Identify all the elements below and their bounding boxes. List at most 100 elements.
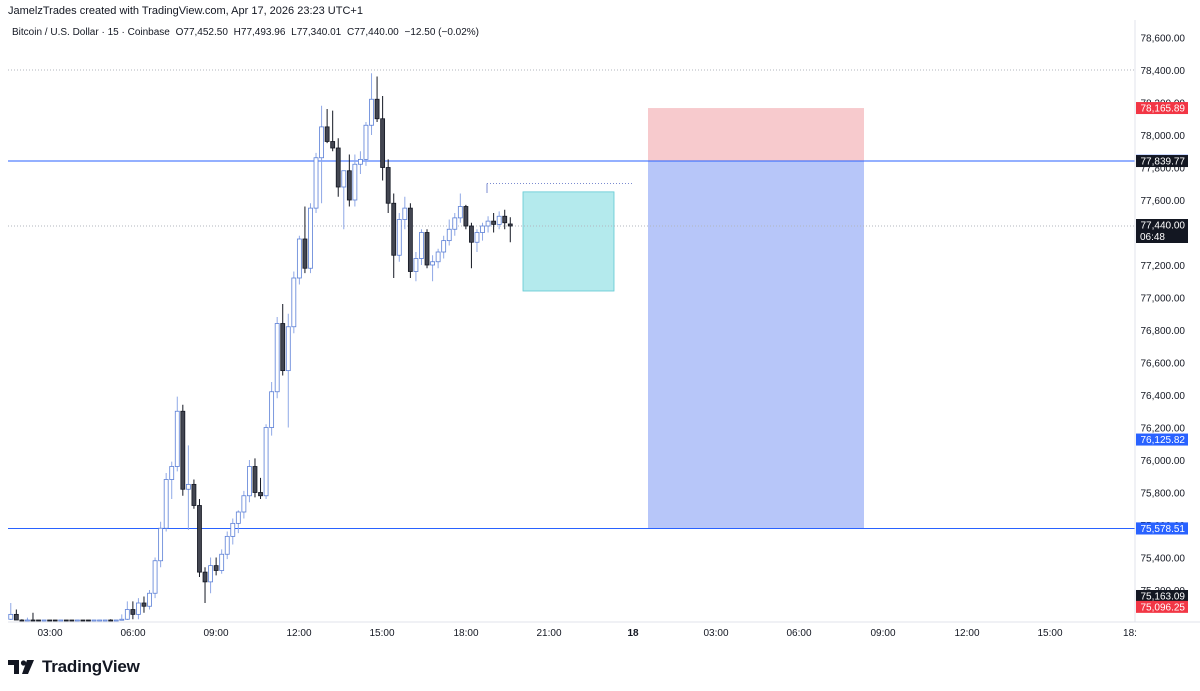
candle-body (302, 238, 308, 269)
price-label-bg (1136, 155, 1188, 168)
candle-body (396, 219, 402, 256)
price-label: 75,163.09 (1136, 589, 1188, 602)
candle-body (180, 410, 186, 490)
candle-body (25, 619, 30, 622)
candle-body (374, 98, 380, 120)
candle (19, 619, 25, 622)
x-tick-label: 06:00 (786, 628, 811, 639)
candle (136, 598, 141, 620)
price-label-text: 78,165.89 (1141, 104, 1186, 115)
candle (491, 213, 497, 233)
ohlc-low: L77,340.01 (291, 27, 342, 38)
x-tick-label: 15:00 (369, 628, 394, 639)
candle-body (463, 206, 469, 227)
candle-body (63, 619, 69, 622)
candle-body (446, 228, 452, 242)
candle (197, 499, 202, 577)
candle (241, 490, 247, 519)
candle (446, 219, 452, 246)
candle-body (113, 619, 119, 622)
candle (230, 518, 236, 545)
candle (13, 609, 19, 621)
candle-body (213, 565, 219, 571)
candle-body (269, 391, 275, 428)
candle-body (263, 427, 269, 497)
candle (391, 193, 397, 278)
candle-body (58, 619, 64, 622)
candle (296, 235, 302, 285)
candle (124, 601, 130, 620)
candle (219, 549, 225, 574)
candle-body (363, 124, 369, 160)
candle (302, 206, 308, 274)
candle (435, 248, 441, 269)
candle-body (319, 126, 324, 159)
price-label-bg (1136, 433, 1188, 446)
candle (191, 479, 197, 509)
candle-body (296, 238, 302, 279)
candle (224, 531, 230, 560)
candle (47, 619, 53, 622)
candle (363, 122, 369, 166)
consolidation-box (522, 191, 615, 292)
x-tick-label: 15:00 (1037, 628, 1062, 639)
symbol-name[interactable]: Bitcoin / U.S. Dollar · 15 · Coinbase (12, 27, 170, 38)
x-tick-label: 18 (627, 628, 639, 639)
candle-body (208, 565, 213, 583)
y-tick-label: 77,800.00 (1141, 164, 1186, 175)
horizontal-lines (8, 69, 1135, 529)
candle (74, 619, 80, 622)
candle-body (247, 466, 252, 497)
candles (8, 73, 513, 622)
price-label-bg (1136, 102, 1188, 115)
price-label-text: 75,163.09 (1141, 591, 1186, 602)
candle-body (91, 619, 97, 622)
candle (341, 170, 347, 230)
candle-body (391, 202, 397, 256)
candle-body (52, 619, 58, 622)
candle-body (485, 220, 491, 227)
candle-body (457, 206, 463, 219)
candle (269, 382, 275, 436)
price-label: 77,839.77 (1136, 155, 1188, 168)
price-label-bg (1136, 600, 1188, 613)
candle (441, 235, 447, 259)
candle (169, 461, 175, 499)
x-tick-label: 18: (1123, 628, 1137, 639)
candle-body (69, 619, 75, 622)
candle-body (474, 232, 480, 243)
candle-body (86, 619, 91, 622)
candle (52, 619, 58, 622)
y-tick-label: 77,200.00 (1141, 261, 1186, 272)
candle (235, 510, 241, 534)
candle (424, 229, 430, 269)
candle-body (324, 126, 330, 142)
candle-body (97, 619, 102, 622)
candle-body (424, 232, 430, 266)
candle-body (102, 619, 108, 622)
x-tick-label: 12:00 (286, 628, 311, 639)
y-tick-label: 78,400.00 (1141, 66, 1186, 77)
candle (396, 213, 402, 262)
stop-loss-zone (648, 108, 864, 161)
candle (69, 619, 75, 622)
candle (185, 445, 191, 530)
brand-logo[interactable]: TradingView (8, 657, 140, 677)
position-zones (522, 108, 864, 529)
candle (480, 222, 485, 241)
candle (324, 109, 330, 144)
y-tick-label: 76,200.00 (1141, 424, 1186, 435)
candle (413, 252, 419, 282)
price-label-text: 77,839.77 (1141, 157, 1186, 168)
x-tick-label: 09:00 (870, 628, 895, 639)
price-label-text: 76,125.82 (1141, 435, 1186, 446)
candle (485, 216, 491, 233)
candle (313, 152, 319, 213)
candle (258, 477, 263, 499)
candle (457, 193, 463, 223)
candle-body (385, 167, 391, 204)
candle-body (285, 326, 291, 372)
candle (213, 557, 219, 576)
x-tick-label: 03:00 (703, 628, 728, 639)
